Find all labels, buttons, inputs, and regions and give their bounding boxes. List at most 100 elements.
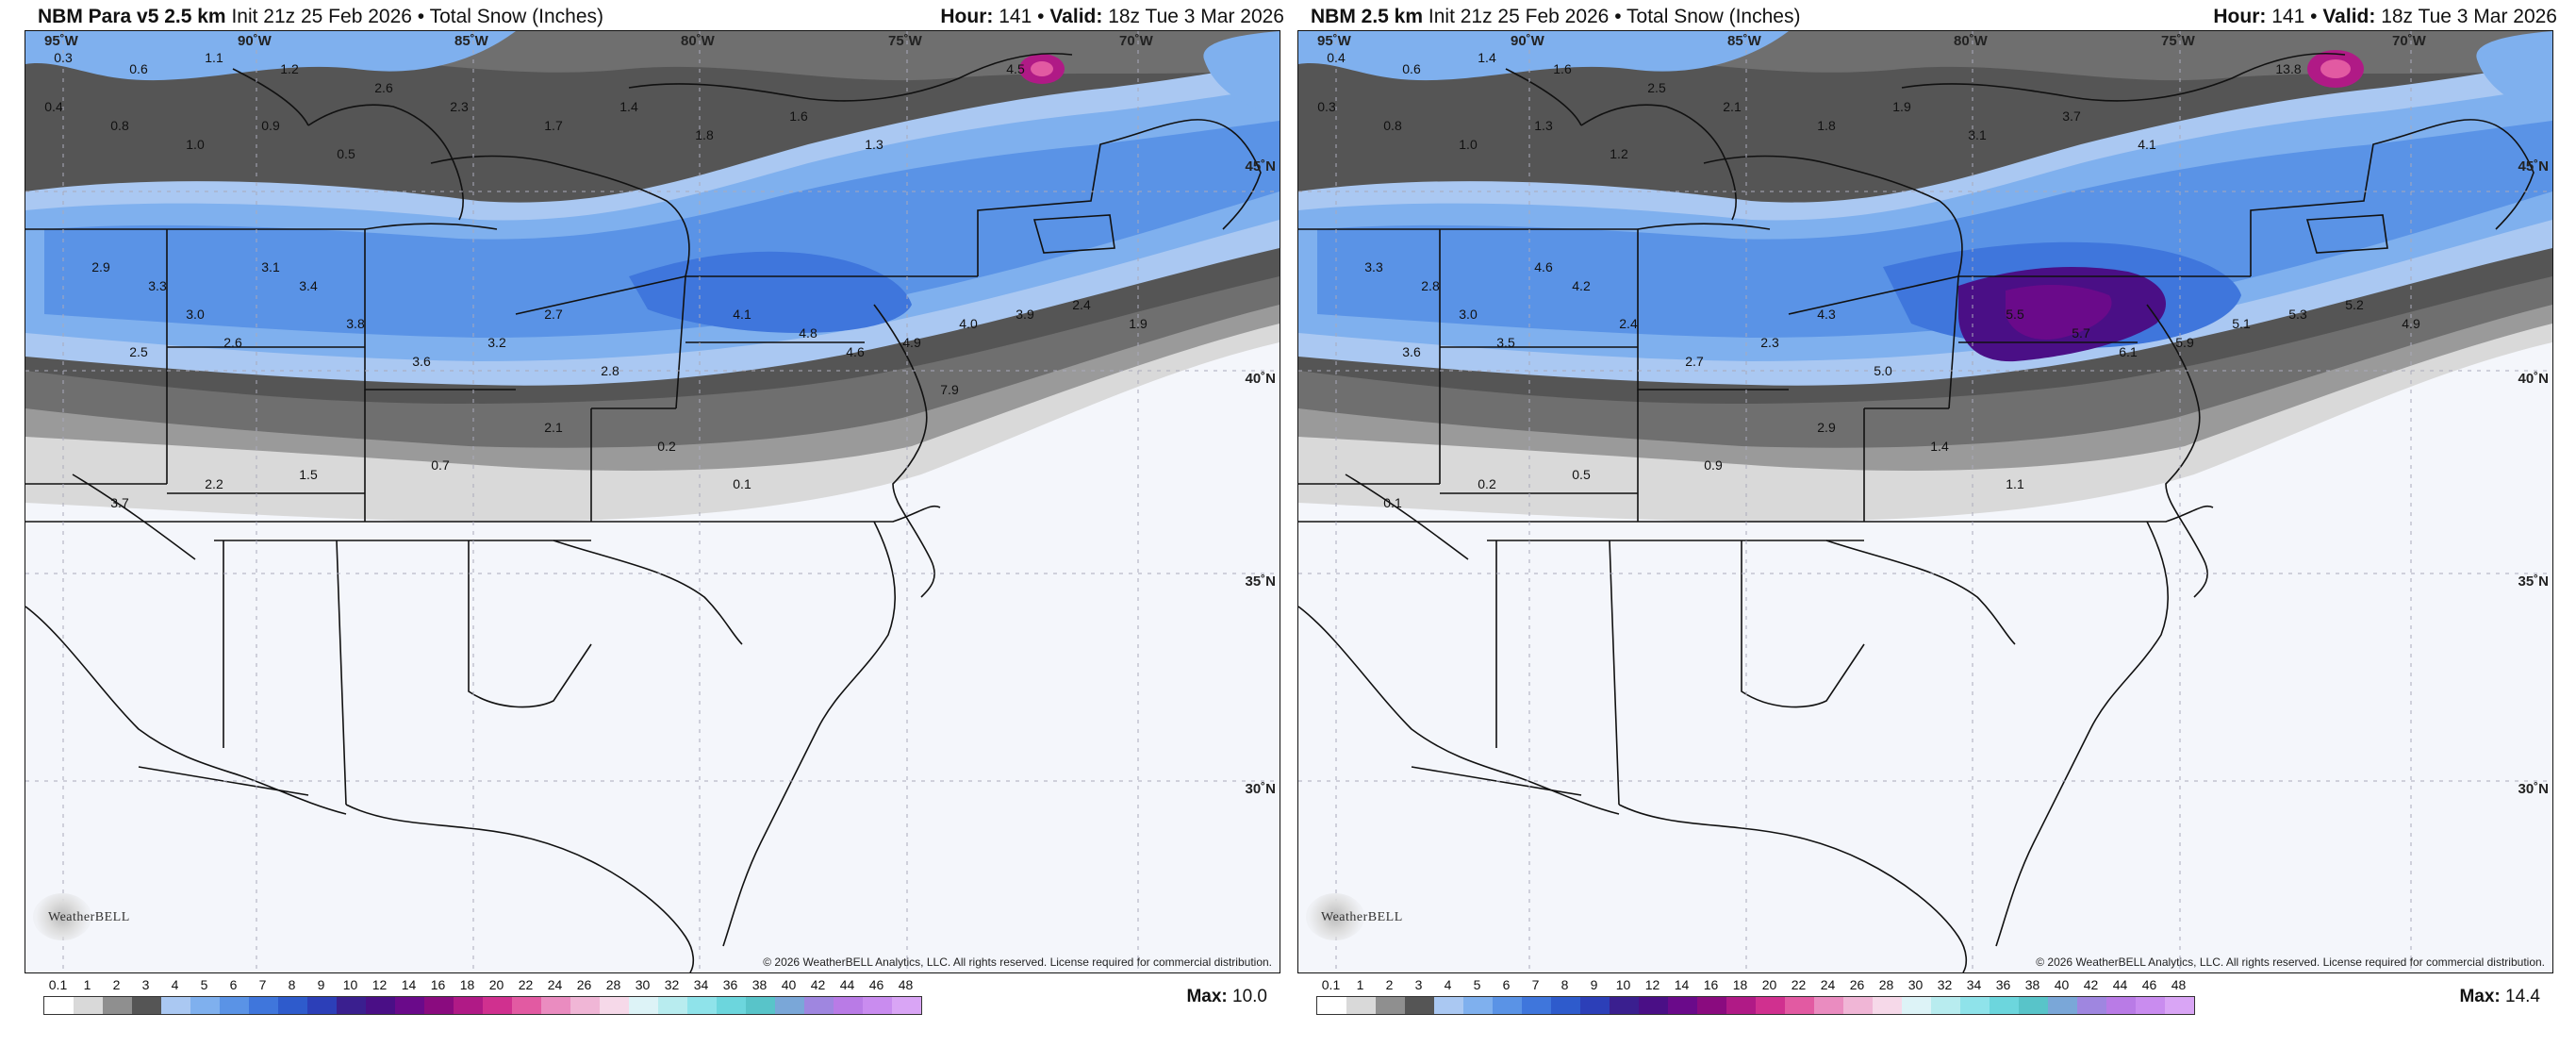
legend-tick: 28 xyxy=(1878,977,1894,992)
legend-tick: 4 xyxy=(1444,977,1452,992)
legend-tick: 34 xyxy=(1966,977,1982,992)
snowfall-value: 3.0 xyxy=(1459,307,1478,322)
legend-tick: 8 xyxy=(1560,977,1569,992)
legend-swatch xyxy=(1522,997,1551,1014)
snowfall-value: 0.5 xyxy=(1572,467,1591,482)
forecast-hour: 141 xyxy=(999,6,1032,27)
snowfall-value: 1.2 xyxy=(280,61,299,76)
legend-swatch xyxy=(717,997,746,1014)
snowfall-value: 5.5 xyxy=(2006,307,2024,322)
legend-swatch xyxy=(1785,997,1814,1014)
legend-swatch xyxy=(337,997,366,1014)
snowfall-value: 0.1 xyxy=(733,476,751,491)
legend-colorbar xyxy=(43,996,922,1015)
lat-label: 30˚N xyxy=(1245,781,1276,797)
snowfall-value: 1.0 xyxy=(186,137,205,152)
legend-tick: 5 xyxy=(1473,977,1481,992)
color-legend-left: 0.1 1 2 3 4 5 6 7 8 9 10 12 14 16 18 20 22 24 26 28 30 32 34 36… xyxy=(25,977,1267,1034)
snowfall-value: 0.5 xyxy=(337,146,355,161)
snowfall-value: 1.4 xyxy=(1930,439,1949,454)
legend-tick: 48 xyxy=(898,977,914,992)
legend-swatch xyxy=(2165,997,2194,1014)
snowfall-value: 3.0 xyxy=(186,307,205,322)
snowfall-value: 1.4 xyxy=(1478,50,1496,65)
lat-label: 45˚N xyxy=(2518,158,2549,174)
snowfall-value: 1.6 xyxy=(789,108,808,124)
lon-label: 90˚W xyxy=(238,33,272,49)
legend-swatch xyxy=(44,997,74,1014)
legend-swatch xyxy=(1493,997,1522,1014)
legend-tick: 14 xyxy=(401,977,417,992)
legend-swatch xyxy=(103,997,132,1014)
legend-swatch xyxy=(1639,997,1668,1014)
legend-tick: 46 xyxy=(2141,977,2157,992)
lon-label: 75˚W xyxy=(2161,33,2195,49)
snowfall-value: 1.2 xyxy=(1610,146,1628,161)
snowfall-value: 2.3 xyxy=(450,99,469,114)
legend-swatch xyxy=(1814,997,1843,1014)
forecast-hour: 141 xyxy=(2271,6,2305,27)
legend-tick: 20 xyxy=(1761,977,1777,992)
snowfall-value: 6.1 xyxy=(2119,344,2138,359)
snowfall-value: 1.9 xyxy=(1892,99,1911,114)
legend-swatch xyxy=(2048,997,2077,1014)
copyright-notice: © 2026 WeatherBELL Analytics, LLC. All r… xyxy=(763,956,1272,969)
legend-tick: 36 xyxy=(1995,977,2011,992)
legend-colorbar xyxy=(1316,996,2195,1015)
snowfall-value: 0.4 xyxy=(44,99,63,114)
legend-swatch xyxy=(1726,997,1756,1014)
legend-swatch xyxy=(132,997,161,1014)
legend-swatch xyxy=(1580,997,1610,1014)
legend-swatch xyxy=(834,997,863,1014)
snowfall-value: 1.1 xyxy=(205,50,223,65)
legend-tick: 9 xyxy=(317,977,325,992)
legend-tick: 6 xyxy=(1502,977,1511,992)
snowfall-value: 2.1 xyxy=(1723,99,1742,114)
init-time: Init 21z 25 Feb 2026 xyxy=(231,6,412,27)
lon-label: 70˚W xyxy=(2392,33,2426,49)
legend-swatch xyxy=(2136,997,2165,1014)
legend-tick: 2 xyxy=(112,977,121,992)
legend-swatch xyxy=(366,997,395,1014)
legend-tick: 30 xyxy=(1907,977,1924,992)
legend-swatch xyxy=(1376,997,1405,1014)
snowfall-value: 7.9 xyxy=(940,382,959,397)
legend-swatch xyxy=(746,997,775,1014)
legend-tick: 20 xyxy=(488,977,504,992)
legend-tick: 16 xyxy=(1703,977,1719,992)
snowfall-value: 0.3 xyxy=(54,50,73,65)
legend-swatch xyxy=(541,997,570,1014)
legend-tick: 28 xyxy=(605,977,621,992)
valid-time: 18z Tue 3 Mar 2026 xyxy=(2381,6,2557,27)
legend-swatch xyxy=(1346,997,1376,1014)
lon-label: 75˚W xyxy=(888,33,922,49)
legend-swatch xyxy=(804,997,834,1014)
legend-tick: 34 xyxy=(693,977,709,992)
snowfall-value: 4.6 xyxy=(846,344,865,359)
lon-label: 80˚W xyxy=(1954,33,1988,49)
snowfall-value: 0.1 xyxy=(1383,495,1402,510)
weatherbell-logo: WeatherBELL xyxy=(1306,893,1419,946)
legend-swatch xyxy=(424,997,454,1014)
legend-tick: 18 xyxy=(1732,977,1748,992)
snowfall-value: 5.9 xyxy=(2175,335,2194,350)
legend-tick: 46 xyxy=(868,977,884,992)
snowfall-value: 3.7 xyxy=(2062,108,2081,124)
snowfall-value: 0.9 xyxy=(1704,457,1723,473)
legend-tick: 40 xyxy=(2054,977,2070,992)
lat-label: 30˚N xyxy=(2518,781,2549,797)
snowfall-value: 13.8 xyxy=(2275,61,2302,76)
snowfall-value: 3.3 xyxy=(1364,259,1383,274)
legend-swatch xyxy=(2077,997,2106,1014)
legend-swatch xyxy=(1668,997,1697,1014)
lon-label: 95˚W xyxy=(1317,33,1351,49)
legend-tick: 16 xyxy=(430,977,446,992)
legend-swatch xyxy=(512,997,541,1014)
snowfall-value: 3.5 xyxy=(1496,335,1515,350)
snowfall-value: 3.6 xyxy=(412,354,431,369)
legend-tick: 1 xyxy=(83,977,91,992)
snowfall-value: 3.7 xyxy=(110,495,129,510)
legend-tick: 38 xyxy=(751,977,768,992)
legend-tick: 48 xyxy=(2171,977,2187,992)
init-time: Init 21z 25 Feb 2026 xyxy=(1428,6,1610,27)
